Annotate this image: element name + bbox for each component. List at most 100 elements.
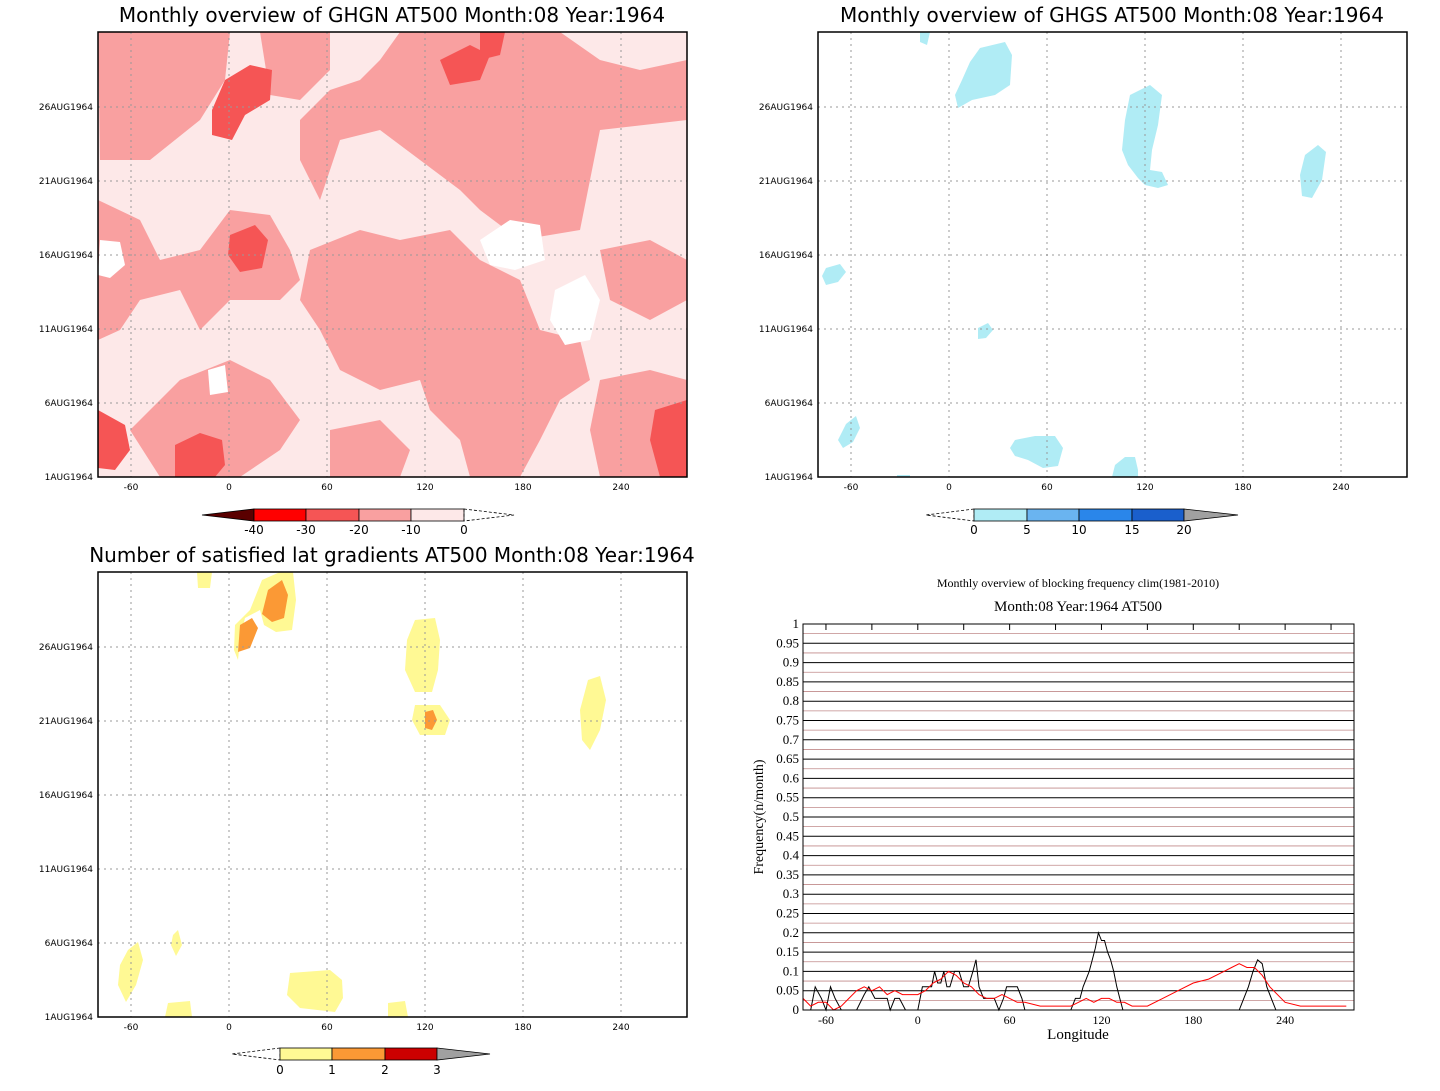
line-chart-y-tick: 0.4: [783, 848, 800, 863]
gradients-x-tick: 60: [321, 1023, 333, 1033]
ghgs-y-tick: 11AUG1964: [759, 325, 813, 335]
line-chart-x-tick: 0: [915, 1013, 921, 1027]
gradients-colorbar-tick: 3: [433, 1063, 441, 1077]
line-chart-y-tick: 0.7: [783, 732, 800, 747]
line-chart-grid: [803, 623, 1354, 1011]
ghgs-grid: [818, 32, 1407, 477]
line-chart-y-tick: 0.9: [783, 655, 799, 670]
line-chart-y-ticks: 0 0.05 0.1 0.15 0.2 0.25 0.3 0.35 0.4 0.45 0.5 0.55…: [776, 616, 799, 1017]
gradients-x-ticks: -60 0 60 120 180 240: [124, 1023, 630, 1033]
line-chart-y-tick: 0.65: [776, 751, 799, 766]
ghgn-x-tick: 180: [514, 483, 531, 493]
ghgs-colorbar-tick: 10: [1071, 523, 1086, 537]
gradients-contour-field: [118, 572, 606, 1017]
line-chart-x-tick: 240: [1276, 1013, 1294, 1027]
line-chart-x-tick: -60: [818, 1013, 834, 1027]
line-chart-x-tick: 120: [1092, 1013, 1110, 1027]
ghgs-y-tick: 16AUG1964: [759, 251, 813, 261]
line-chart-y-tick: 0.8: [783, 693, 799, 708]
line-chart-x-tick: 180: [1184, 1013, 1202, 1027]
ghgn-title: Monthly overview of GHGN AT500 Month:08 …: [119, 3, 665, 27]
line-chart-y-tick: 0: [793, 1002, 800, 1017]
panel-gradients: Number of satisfied lat gradients AT500 …: [39, 543, 695, 1077]
gradients-colorbar-tick: 2: [381, 1063, 389, 1077]
line-chart-y-tick: 1: [793, 616, 800, 631]
gradients-y-tick: 6AUG1964: [45, 939, 94, 949]
gradients-y-tick: 16AUG1964: [39, 791, 93, 801]
line-chart-y-tick: 0.35: [776, 867, 799, 882]
line-chart-ylabel: Frequency(n/month): [752, 759, 767, 874]
ghgs-colorbar: 0 5 10 15 20: [925, 508, 1239, 537]
line-chart-x-ticks: -60 0 60 120 180 240: [818, 1013, 1294, 1027]
ghgn-x-tick: 0: [226, 483, 232, 493]
ghgn-x-tick: -60: [124, 483, 139, 493]
ghgn-y-tick: 21AUG1964: [39, 177, 93, 187]
ghgs-y-tick: 6AUG1964: [765, 399, 814, 409]
ghgs-x-tick: 120: [1136, 483, 1153, 493]
line-chart-series-1: [802, 963, 1347, 1011]
ghgs-colorbar-tick: 5: [1023, 523, 1031, 537]
ghgn-colorbar-tick: -10: [401, 523, 421, 537]
ghgs-x-tick: 180: [1234, 483, 1251, 493]
ghgn-x-tick: 120: [416, 483, 433, 493]
line-chart-y-tick: 0.85: [776, 674, 799, 689]
gradients-x-tick: 240: [612, 1023, 629, 1033]
ghgs-x-tick: 240: [1332, 483, 1349, 493]
gradients-x-tick: 180: [514, 1023, 531, 1033]
ghgs-y-tick: 26AUG1964: [759, 103, 813, 113]
gradients-grid: [98, 572, 687, 1017]
gradients-y-tick: 26AUG1964: [39, 643, 93, 653]
gradients-colorbar-tick: 0: [276, 1063, 284, 1077]
ghgn-colorbar-tick: -30: [296, 523, 316, 537]
ghgs-x-ticks: -60 0 60 120 180 240: [844, 483, 1350, 493]
line-chart-y-tick: 0.6: [783, 770, 800, 785]
line-chart-y-tick: 0.3: [783, 886, 799, 901]
ghgn-colorbar-tick: -40: [244, 523, 264, 537]
ghgn-x-tick: 60: [321, 483, 333, 493]
line-chart-y-tick: 0.55: [776, 790, 799, 805]
ghgn-contour-field: [98, 32, 687, 477]
gradients-y-tick: 21AUG1964: [39, 717, 93, 727]
ghgn-y-tick: 6AUG1964: [45, 399, 94, 409]
gradients-colorbar-tick: 1: [328, 1063, 336, 1077]
line-chart-y-tick: 0.5: [783, 809, 799, 824]
line-chart-y-tick: 0.05: [776, 983, 799, 998]
ghgn-y-ticks: 26AUG1964 21AUG1964 16AUG1964 11AUG1964 …: [39, 103, 93, 483]
line-chart-frame: [802, 623, 1355, 1011]
ghgs-y-tick: 21AUG1964: [759, 177, 813, 187]
ghgn-y-tick: 26AUG1964: [39, 103, 93, 113]
line-chart-subtitle: Month:08 Year:1964 AT500: [994, 599, 1162, 615]
line-chart-xlabel: Longitude: [1047, 1027, 1109, 1043]
ghgs-x-tick: 60: [1041, 483, 1053, 493]
gradients-colorbar: 0 1 2 3: [231, 1047, 491, 1077]
line-chart-y-tick: 0.25: [776, 906, 799, 921]
ghgn-x-ticks: -60 0 60 120 180 240: [124, 483, 630, 493]
ghgn-y-tick: 16AUG1964: [39, 251, 93, 261]
ghgn-y-tick: 1AUG1964: [45, 473, 94, 483]
ghgs-x-tick: 0: [946, 483, 952, 493]
line-chart-y-tick: 0.45: [776, 828, 799, 843]
panel-blocking-frequency: Monthly overview of blocking frequency c…: [752, 576, 1355, 1043]
gradients-x-tick: 120: [416, 1023, 433, 1033]
ghgs-y-tick: 1AUG1964: [765, 473, 814, 483]
ghgs-contour-field: [822, 32, 1326, 477]
ghgs-colorbar-tick: 20: [1176, 523, 1191, 537]
panel-ghgn: Monthly overview of GHGN AT500 Month:08 …: [39, 3, 688, 537]
gradients-y-tick: 1AUG1964: [45, 1013, 94, 1023]
gradients-title: Number of satisfied lat gradients AT500 …: [89, 543, 695, 567]
ghgn-y-tick: 11AUG1964: [39, 325, 93, 335]
line-chart-y-tick: 0.2: [783, 925, 799, 940]
ghgn-colorbar-tick: -20: [349, 523, 369, 537]
gradients-y-ticks: 26AUG1964 21AUG1964 16AUG1964 11AUG1964 …: [39, 643, 93, 1023]
ghgs-colorbar-tick: 0: [970, 523, 978, 537]
gradients-x-tick: 0: [226, 1023, 232, 1033]
line-chart-y-tick: 0.15: [776, 944, 799, 959]
line-chart-title: Monthly overview of blocking frequency c…: [937, 576, 1219, 590]
ghgs-x-tick: -60: [844, 483, 859, 493]
ghgn-colorbar: -40 -30 -20 -10 0: [201, 508, 515, 537]
line-chart-x-tick: 60: [1004, 1013, 1016, 1027]
ghgn-frame: [97, 31, 688, 478]
ghgn-x-tick: 240: [612, 483, 629, 493]
line-chart-y-tick: 0.95: [776, 635, 799, 650]
